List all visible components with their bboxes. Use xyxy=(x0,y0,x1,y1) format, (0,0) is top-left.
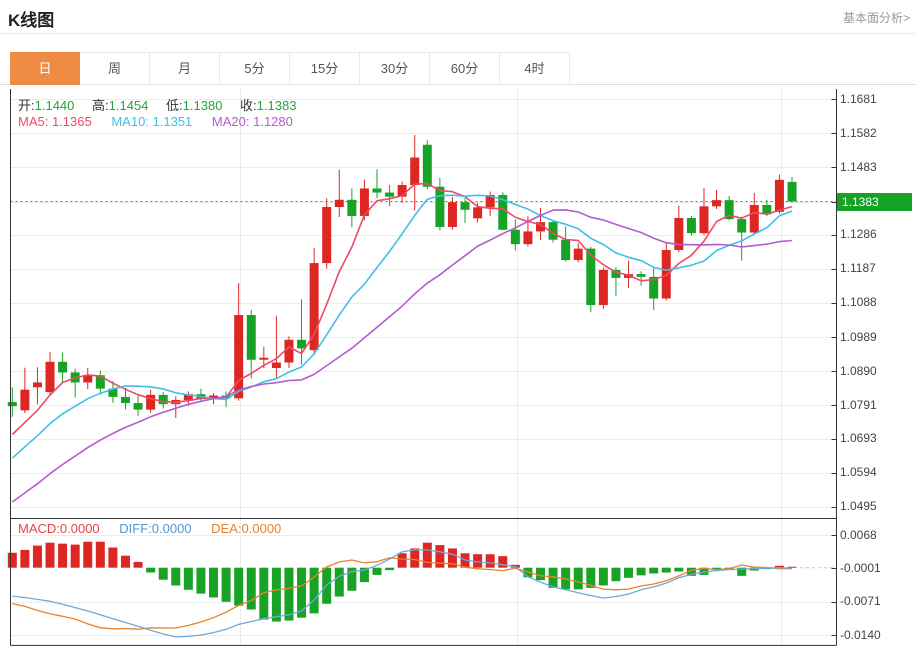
tab-60min[interactable]: 60分 xyxy=(430,52,500,85)
tab-month[interactable]: 月 xyxy=(150,52,220,85)
candlestick-pane[interactable] xyxy=(7,135,837,503)
chart-gridlines xyxy=(10,89,837,646)
tab-30min[interactable]: 30分 xyxy=(360,52,430,85)
tab-day[interactable]: 日 xyxy=(10,52,80,85)
chart-frame xyxy=(10,89,837,646)
period-tabbar: 日周月 5分 15分 30分 60分 4时 xyxy=(10,52,570,85)
macd-pane[interactable] xyxy=(7,541,837,638)
page-title: K线图 xyxy=(8,11,55,30)
fundamental-analysis-link[interactable]: 基本面分析> xyxy=(842,11,910,25)
tab-week[interactable]: 周 xyxy=(80,52,150,85)
tab-5min[interactable]: 5分 xyxy=(220,52,290,85)
tab-15min[interactable]: 15分 xyxy=(290,52,360,85)
tab-4hour[interactable]: 4时 xyxy=(500,52,570,85)
widget-header: K线图 基本面分析> xyxy=(0,0,915,34)
